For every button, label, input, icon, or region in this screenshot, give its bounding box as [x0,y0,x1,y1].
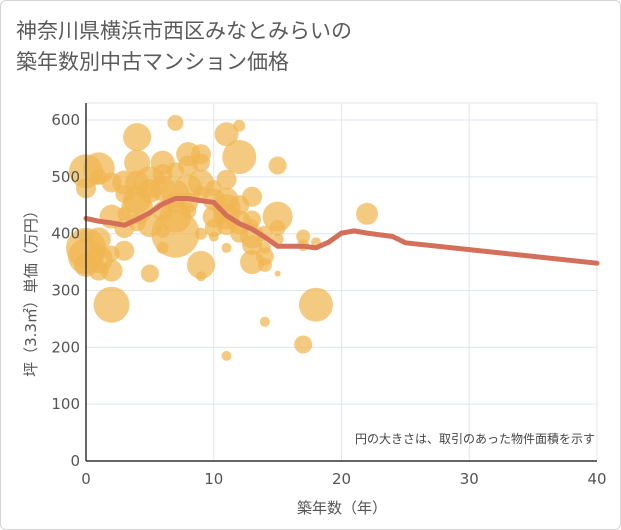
y-tick-label: 100 [51,395,80,413]
data-bubble [233,119,246,132]
data-bubble [296,229,311,244]
data-bubble [167,114,184,131]
data-bubble [86,227,111,252]
data-bubble [100,259,123,282]
data-bubble [356,202,379,225]
data-bubble [294,335,313,354]
y-tick-label: 600 [51,111,80,129]
trend-line [83,196,600,266]
data-bubble [221,242,232,253]
data-bubble [242,186,263,207]
y-tick-label: 0 [70,452,80,470]
x-tick-label: 20 [332,470,351,488]
data-bubble [257,257,272,272]
x-axis-title: 築年数（年） [297,499,387,517]
data-bubble [194,227,207,240]
data-bubble [191,153,210,172]
y-tick-label: 300 [51,282,80,300]
data-bubble [195,271,206,282]
y-axis-title: 坪（3.3㎡）単価（万円） [22,203,40,377]
chart-title-line-2: 築年数別中古マンション価格 [16,50,289,74]
data-bubble [140,264,159,283]
y-tick-label: 200 [51,338,80,356]
data-bubble [114,240,135,261]
x-tick-label: 30 [460,470,479,488]
data-bubble [259,316,270,327]
size-note: 円の大きさは、取引のあった物件面積を示す [355,431,595,446]
data-bubble [214,122,239,147]
data-bubble [298,287,333,322]
data-bubble [222,139,257,174]
data-bubble [274,270,281,277]
chart-title: 神奈川県横浜市西区みなとみらいの 築年数別中古マンション価格 [16,16,352,78]
data-bubble [93,286,130,323]
chart-title-line-1: 神奈川県横浜市西区みなとみらいの [16,19,352,43]
data-bubble [242,235,263,256]
x-tick-label: 0 [81,470,91,488]
data-bubble [180,202,197,219]
tick-labels: 0 100 200 300 400 500 600 0 10 20 30 40 [51,111,606,488]
data-bubble [151,209,200,258]
data-bubble [221,350,232,361]
data-bubble [269,220,286,237]
x-tick-label: 10 [204,470,223,488]
x-tick-label: 40 [587,470,606,488]
trend-line-group [83,196,600,266]
data-bubble [262,201,293,232]
data-bubble [268,156,287,175]
y-tick-label: 400 [51,225,80,243]
axes [85,103,597,462]
y-tick-label: 500 [51,168,80,186]
data-bubble [216,169,237,190]
data-bubble [208,231,219,242]
data-bubble [123,123,152,152]
data-bubble [186,250,215,279]
